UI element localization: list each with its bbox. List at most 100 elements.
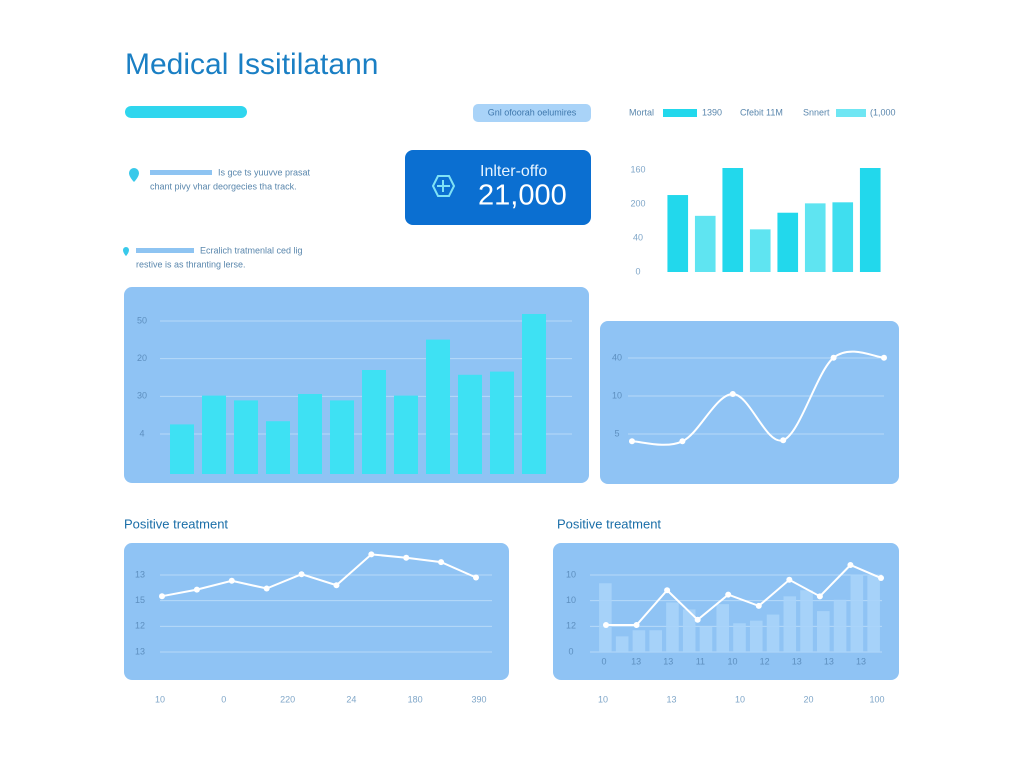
section-title: Positive treatment xyxy=(124,516,228,531)
x-tick-label: 13 xyxy=(631,656,641,666)
y-tick-label: 4 xyxy=(139,428,144,438)
x-tick-label: 10 xyxy=(735,694,745,704)
x-tick-label: 0 xyxy=(221,694,226,704)
line-point xyxy=(193,586,200,593)
note-text: Ecralich tratmenlal ced lig xyxy=(200,245,303,255)
y-tick-label: 12 xyxy=(566,621,576,631)
bar xyxy=(632,630,646,652)
bar xyxy=(733,623,746,652)
y-tick-label: 40 xyxy=(612,352,622,362)
x-tick-label: 220 xyxy=(280,694,295,704)
note-text: restive is as thranting lerse. xyxy=(136,259,246,269)
line-point xyxy=(664,587,671,594)
pin-icon xyxy=(123,247,129,256)
bar xyxy=(749,620,763,652)
line-point xyxy=(729,391,736,397)
line-point xyxy=(298,571,305,578)
button-label[interactable]: Gnl ofoorah oelumires xyxy=(488,107,577,117)
line-point xyxy=(603,622,609,629)
line-point xyxy=(755,602,762,609)
kpi-value: 21,000 xyxy=(478,180,567,212)
y-tick-label: 10 xyxy=(566,569,576,579)
y-tick-label: 13 xyxy=(135,646,145,656)
note-bar xyxy=(136,248,194,253)
legend-swatch xyxy=(663,109,697,117)
y-tick-label: 40 xyxy=(633,232,643,242)
line-point xyxy=(403,554,410,561)
line-point xyxy=(633,622,640,629)
bar xyxy=(859,168,881,272)
x-tick-label: 12 xyxy=(760,656,770,666)
legend-label: Snnert xyxy=(803,107,830,117)
line-point xyxy=(725,591,732,598)
bar xyxy=(716,604,730,652)
bar xyxy=(394,395,418,474)
line-point xyxy=(847,562,854,568)
legend-swatch xyxy=(836,109,866,117)
note-bar xyxy=(150,170,212,175)
bar xyxy=(817,611,830,652)
y-tick-label: 0 xyxy=(635,266,640,276)
bar xyxy=(615,636,629,652)
kpi-label: Inlter-offo xyxy=(480,163,547,180)
section-title: Positive treatment xyxy=(557,516,661,531)
line-point xyxy=(881,354,887,361)
y-tick-label: 20 xyxy=(137,353,147,363)
line-point xyxy=(333,582,340,589)
line-point xyxy=(368,551,375,558)
bar xyxy=(850,574,864,652)
x-tick-label: 10 xyxy=(727,656,737,666)
y-tick-label: 13 xyxy=(135,569,145,579)
x-tick-label: 24 xyxy=(346,694,356,704)
bar xyxy=(766,614,780,652)
line-point xyxy=(830,354,837,361)
bar xyxy=(833,599,847,652)
line-point xyxy=(878,575,884,582)
x-tick-label: 13 xyxy=(663,656,673,666)
bar xyxy=(330,400,354,474)
y-tick-label: 5 xyxy=(614,428,619,438)
x-tick-label: 13 xyxy=(856,656,866,666)
x-tick-label: 180 xyxy=(408,694,423,704)
bar xyxy=(804,203,826,272)
line-point xyxy=(263,585,270,592)
bar xyxy=(666,602,679,652)
bar xyxy=(800,590,813,652)
chart-panel xyxy=(600,321,899,484)
line-point xyxy=(679,438,686,445)
x-tick-label: 10 xyxy=(598,694,608,704)
bar xyxy=(749,229,771,272)
line-point xyxy=(159,593,165,600)
bar xyxy=(202,395,226,474)
note-text: chant pivy vhar deorgecies tha track. xyxy=(150,181,297,191)
line-point xyxy=(629,438,635,445)
chart-panel xyxy=(124,543,509,680)
bar xyxy=(722,168,744,272)
x-tick-label: 13 xyxy=(824,656,834,666)
bar xyxy=(867,574,880,652)
line-point xyxy=(816,593,823,600)
bar xyxy=(599,583,612,652)
bar xyxy=(699,626,713,652)
x-tick-label: 10 xyxy=(155,694,165,704)
bar xyxy=(426,339,450,474)
y-tick-label: 10 xyxy=(612,390,622,400)
bar xyxy=(490,371,514,474)
y-tick-label: 12 xyxy=(135,621,145,631)
line-point xyxy=(694,616,701,623)
line xyxy=(606,563,882,627)
legend-label: Mortal xyxy=(629,107,654,117)
x-tick-label: 13 xyxy=(666,694,676,704)
filter-button[interactable] xyxy=(473,104,591,122)
x-tick-label: 13 xyxy=(792,656,802,666)
kpi-icon-mark xyxy=(437,180,450,192)
legend-label: Cfebit 11M xyxy=(740,107,783,117)
bar xyxy=(522,314,546,474)
y-tick-label: 0 xyxy=(568,646,573,656)
line-point xyxy=(780,437,787,444)
y-tick-label: 160 xyxy=(630,164,645,174)
bar xyxy=(694,215,716,272)
x-tick-label: 0 xyxy=(601,656,606,666)
x-tick-label: 11 xyxy=(696,656,705,666)
bar xyxy=(458,374,482,474)
